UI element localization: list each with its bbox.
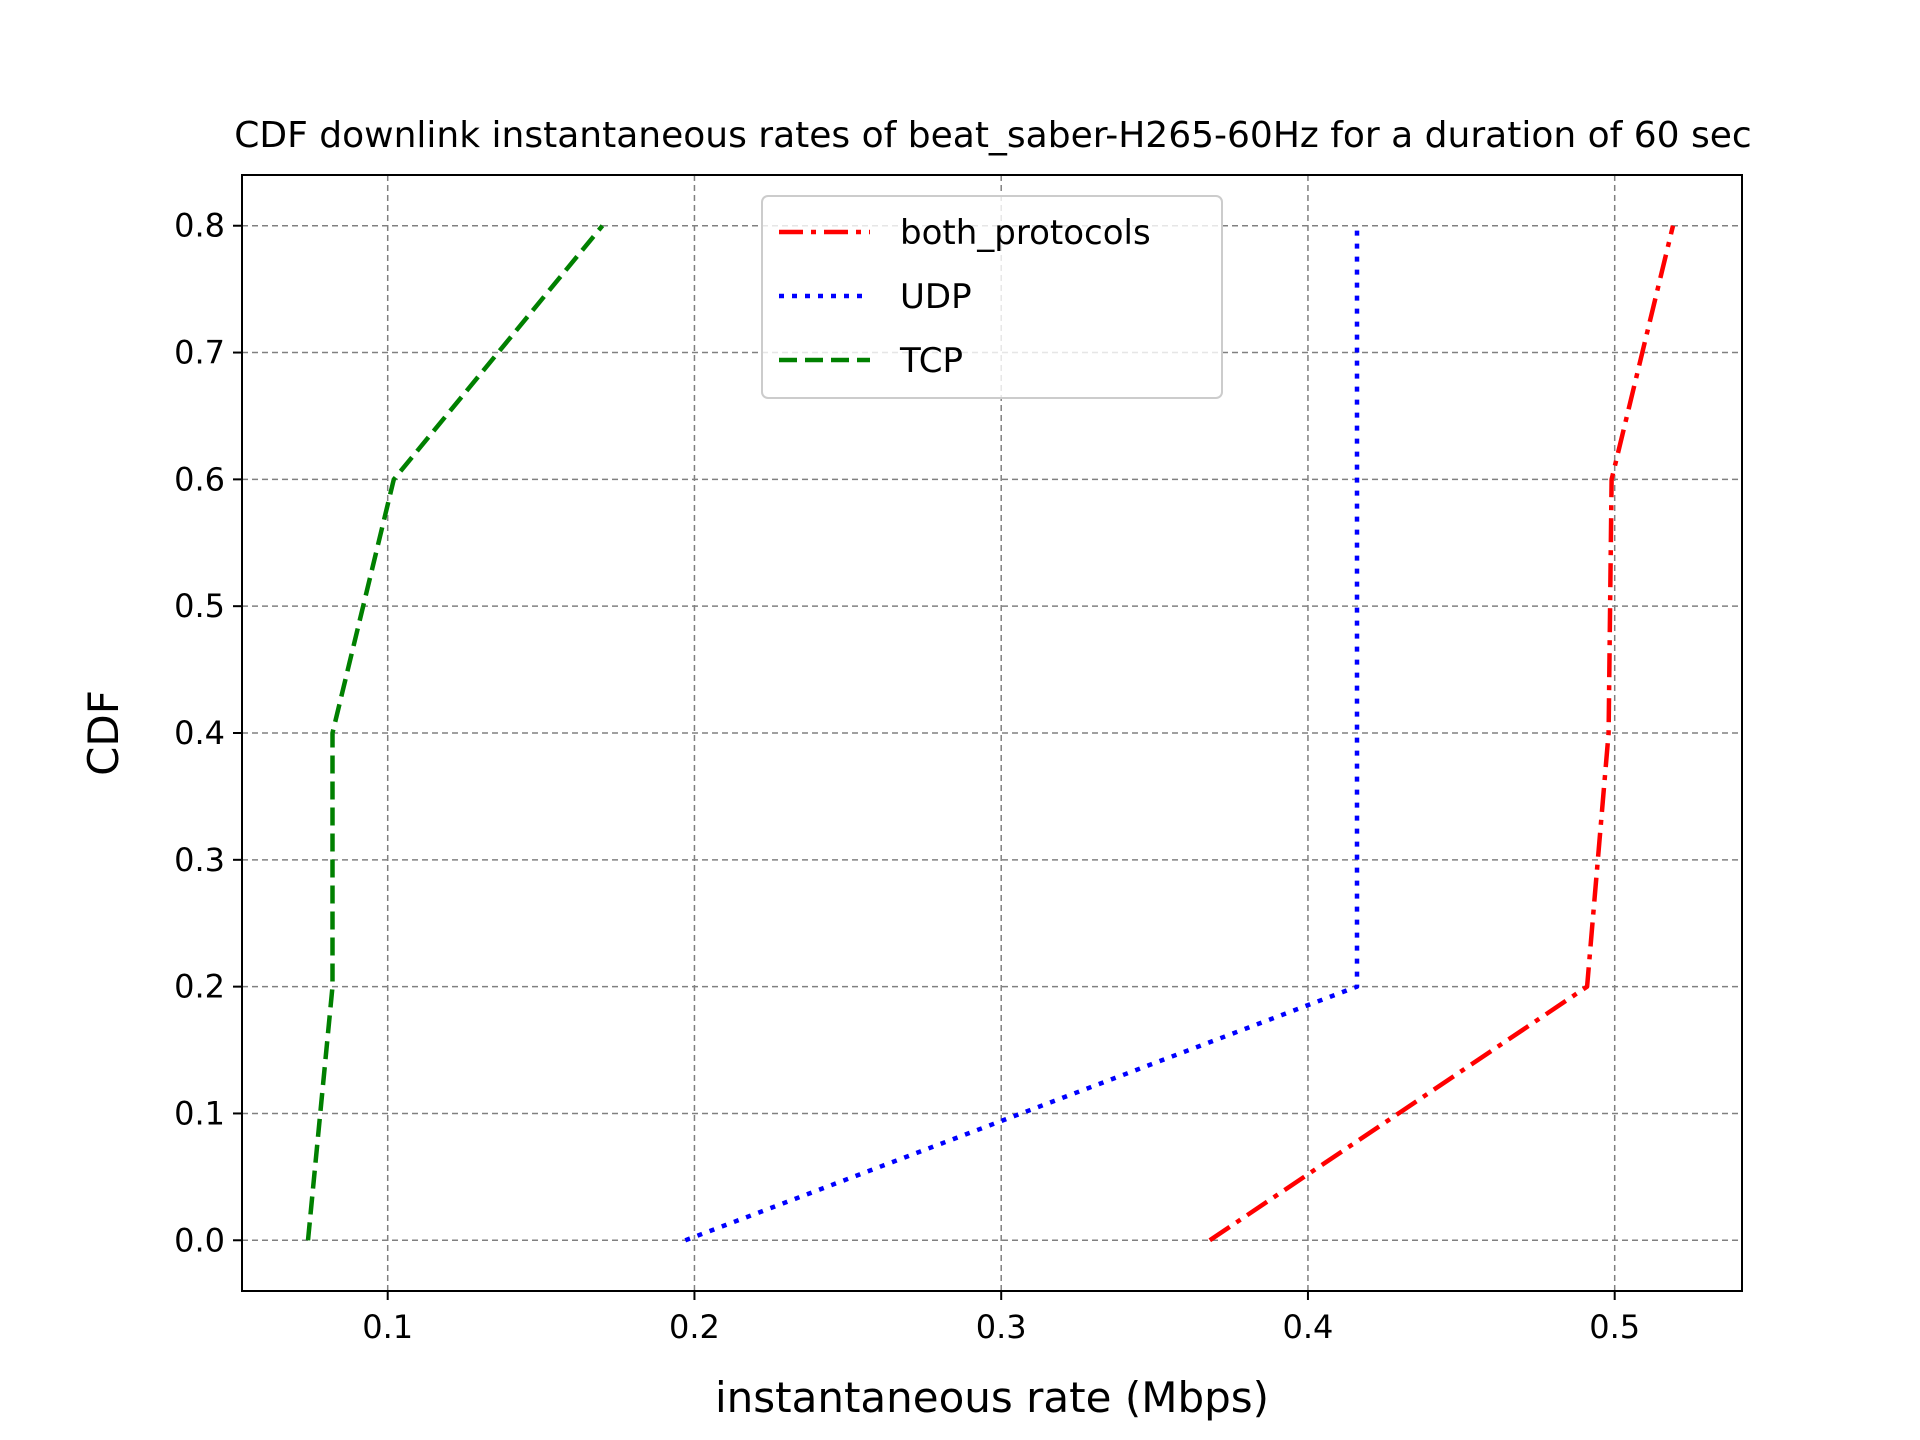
legend-label: TCP xyxy=(899,341,963,381)
ticks-layer: 0.1 0.2 0.3 0.4 0.5 0.0 0.1 0.2 0.3 0.4 0.5 0.6 0.7 0… xyxy=(174,207,1640,1346)
y-tick-label: 0.3 xyxy=(174,841,225,879)
chart-title: CDF downlink instantaneous rates of beat… xyxy=(234,115,1751,156)
y-tick-label: 0.4 xyxy=(174,714,225,752)
series-line-both-protocols xyxy=(1208,225,1676,1243)
x-tick-label: 0.5 xyxy=(1589,1308,1640,1346)
legend-label: UDP xyxy=(900,277,972,317)
legend: both_protocols UDP TCP xyxy=(761,195,1223,399)
y-tick-label: 0.5 xyxy=(174,587,225,625)
y-tick-label: 0.8 xyxy=(174,207,225,245)
series-layer xyxy=(305,224,1676,1243)
legend-label: both_protocols xyxy=(900,213,1151,253)
y-tick-label: 0.2 xyxy=(174,968,225,1006)
x-axis-label: instantaneous rate (Mbps) xyxy=(715,1373,1269,1422)
grid-layer xyxy=(242,175,1742,1291)
y-tick-label: 0.1 xyxy=(174,1094,225,1132)
x-tick-label: 0.1 xyxy=(362,1308,413,1346)
y-axis-label: CDF xyxy=(79,690,128,776)
x-tick-label: 0.2 xyxy=(669,1308,720,1346)
legend-box xyxy=(761,195,1223,399)
x-tick-label: 0.4 xyxy=(1283,1308,1334,1346)
series-line-tcp xyxy=(305,224,605,1241)
y-tick-label: 0.0 xyxy=(174,1221,225,1259)
x-tick-label: 0.3 xyxy=(976,1308,1027,1346)
y-tick-label: 0.7 xyxy=(174,334,225,372)
y-tick-label: 0.6 xyxy=(174,460,225,498)
